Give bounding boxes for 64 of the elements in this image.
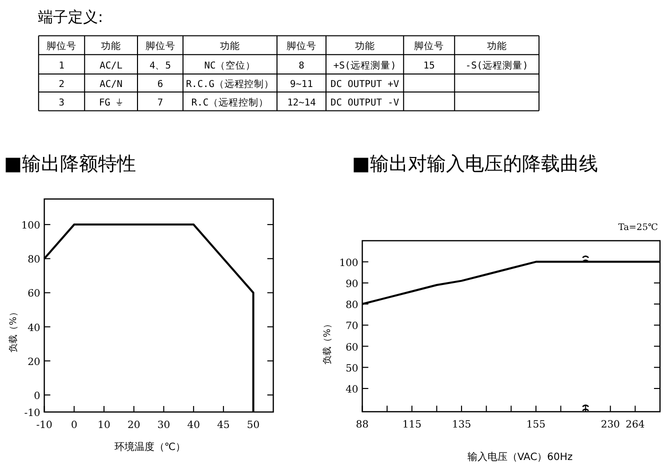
x-tick-label: 264 <box>626 420 645 431</box>
y-axis-title: 负载（%） <box>8 308 19 352</box>
text: 12~14 <box>287 97 316 108</box>
text: 7 <box>157 97 164 108</box>
text: FG ⏚ <box>98 97 124 108</box>
category-label: 功能 <box>486 40 507 52</box>
y-tick-label: 90 <box>346 278 358 290</box>
category-label: 脚位号 <box>46 40 77 52</box>
category-label: 脚位号 <box>414 40 444 52</box>
x-tick-label: 20 <box>128 420 140 431</box>
y-tick-label: 40 <box>28 322 40 334</box>
text: NC（空位） <box>204 60 256 72</box>
y-tick-label: 50 <box>346 363 358 374</box>
text: -S(远程测量) <box>465 60 528 72</box>
y-tick-label: 60 <box>346 342 358 354</box>
y-tick-label: 70 <box>346 321 358 332</box>
text: 6 <box>157 79 164 90</box>
y-tick-label: 80 <box>28 254 40 266</box>
x-tick-label: 230 <box>600 420 620 431</box>
chart-title: ■输出降额特性 <box>4 153 136 175</box>
text: +S(远程测量) <box>333 60 396 72</box>
y-tick-label: -10 <box>24 408 40 419</box>
y-tick-label: 20 <box>28 356 40 368</box>
text: AC/N <box>100 79 122 90</box>
text: AC/L <box>100 60 122 72</box>
text: 3 <box>58 97 64 108</box>
text: DC OUTPUT +V <box>330 79 400 90</box>
x-tick-label: 40 <box>187 420 200 431</box>
category-label: 功能 <box>101 40 122 52</box>
x-tick-label: 88 <box>356 420 369 431</box>
x-tick-label: 135 <box>452 420 472 431</box>
text: 1 <box>58 60 64 72</box>
x-tick-label: 115 <box>402 420 422 431</box>
y-tick-label: 80 <box>346 300 358 312</box>
x-tick-label: 10 <box>98 420 110 431</box>
y-axis-title: 负载（%） <box>322 320 333 364</box>
x-axis-title: 环境温度（℃） <box>114 441 186 453</box>
text: R.C（远程控制） <box>191 97 269 108</box>
text: 2 <box>58 79 64 90</box>
x-tick-label: 155 <box>526 420 546 431</box>
x-tick-label: 45 <box>217 420 230 431</box>
text: 15 <box>423 60 435 72</box>
text: Ta=25℃ <box>618 223 658 233</box>
x-tick-label: 30 <box>157 420 170 431</box>
category-label: 功能 <box>354 40 375 52</box>
y-tick-label: 40 <box>346 384 358 396</box>
x-tick-label: 0 <box>70 420 78 431</box>
category-label: 脚位号 <box>145 40 176 52</box>
x-axis-title: 输入电压（VAC）60Hz <box>467 451 573 463</box>
x-tick-label: 50 <box>246 420 260 431</box>
category-label: 功能 <box>220 40 240 52</box>
text: R.C.G（远程控制） <box>186 79 275 90</box>
y-tick-label: 60 <box>28 288 40 300</box>
chart-title: ■输出对输入电压的降载曲线 <box>352 153 598 175</box>
category-label: 脚位号 <box>286 40 316 52</box>
y-tick-label: 0 <box>34 390 40 402</box>
y-tick-label: 100 <box>21 220 40 232</box>
y-tick-label: 100 <box>339 258 358 269</box>
text: 9~11 <box>290 79 313 90</box>
x-tick-label: -10 <box>36 420 52 431</box>
text: 4、5 <box>150 60 171 72</box>
text: 8 <box>298 60 304 72</box>
text: DC OUTPUT -V <box>330 97 400 108</box>
text: 端子定义: <box>38 8 104 26</box>
